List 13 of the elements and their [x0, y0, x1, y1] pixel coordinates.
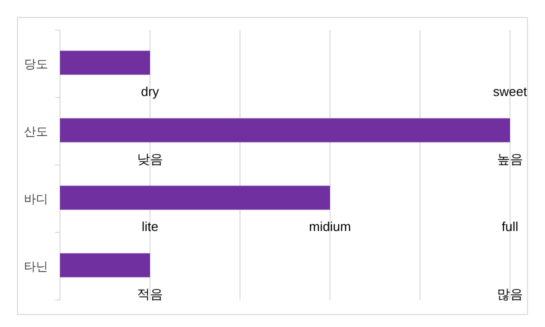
annotation: 많음: [497, 286, 523, 302]
annotation: 적음: [137, 286, 163, 302]
annotation: dry: [140, 84, 160, 99]
annotation: 높음: [497, 151, 523, 166]
y-tick-label: 산도: [24, 124, 48, 138]
y-tick-label: 당도: [24, 56, 48, 71]
y-tick-label: 바디: [24, 192, 48, 206]
annotation: sweet: [493, 84, 528, 99]
annotation: full: [502, 218, 518, 234]
annotation: 낮음: [137, 151, 163, 166]
y-tick-label: 타닌: [24, 259, 48, 274]
annotation: lite: [142, 218, 158, 234]
annotation: midium: [309, 218, 351, 234]
